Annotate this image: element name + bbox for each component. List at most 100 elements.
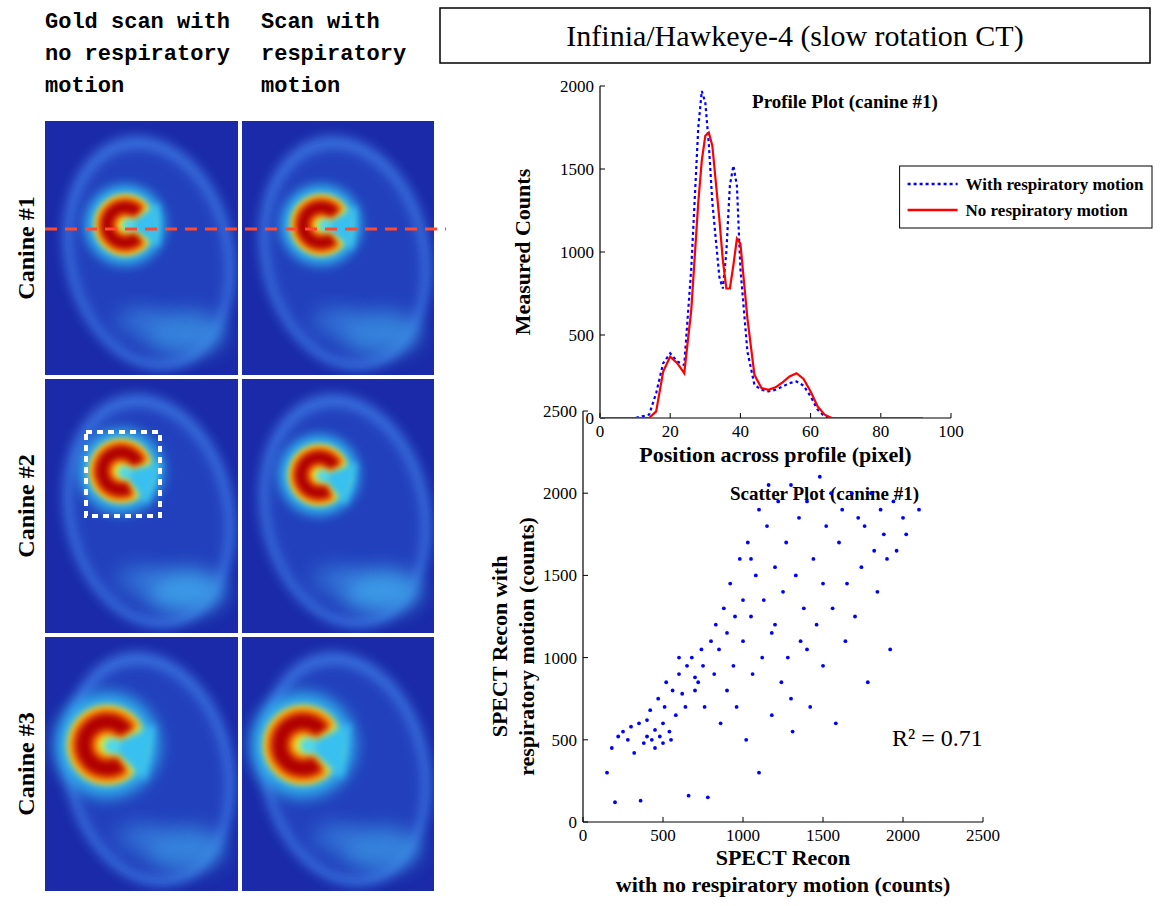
heart xyxy=(244,686,361,803)
scatter-point xyxy=(780,680,784,684)
scatter-point xyxy=(853,615,857,619)
y-tick-label: 1000 xyxy=(560,243,594,262)
scatter-point xyxy=(799,639,803,643)
scatter-point xyxy=(812,557,816,561)
scatter-point xyxy=(781,590,785,594)
organ-blob xyxy=(313,307,361,335)
scatter-point xyxy=(674,713,678,717)
body-inner xyxy=(52,392,238,633)
heart xyxy=(47,685,167,805)
organ-blob xyxy=(313,823,361,851)
image-content xyxy=(241,637,434,891)
scatter-point xyxy=(616,735,620,739)
scatter-point xyxy=(786,656,790,660)
organ-blob xyxy=(117,307,165,335)
heart xyxy=(85,185,165,265)
y-tick xyxy=(583,822,588,823)
scatter-point xyxy=(733,615,737,619)
scatter-point xyxy=(645,735,649,739)
x-axis-title: SPECT Recon xyxy=(716,845,851,870)
x-tick xyxy=(951,413,952,418)
x-tick xyxy=(670,413,671,418)
scatter-point xyxy=(741,598,745,602)
scatter-point xyxy=(642,741,646,745)
heart-wall-edge xyxy=(297,453,337,496)
body-inner xyxy=(248,392,434,633)
scatter-point xyxy=(677,672,681,676)
scatter-point xyxy=(784,541,788,545)
scatter-point xyxy=(751,672,755,676)
x-axis-title: with no respiratory motion (counts) xyxy=(616,872,950,897)
heart-wall-edge xyxy=(107,207,139,243)
x-axis-title: Position across profile (pixel) xyxy=(639,442,911,467)
profile-line-marker xyxy=(45,228,446,231)
x-tick xyxy=(810,413,811,418)
heart-wall-edge xyxy=(80,718,129,771)
points xyxy=(605,475,921,804)
heart-wall-edge xyxy=(277,719,324,771)
organ-blob xyxy=(117,823,165,851)
lines xyxy=(600,91,923,418)
scatter-point xyxy=(791,730,795,734)
scatter-point xyxy=(850,491,854,495)
scatter-point xyxy=(856,516,860,520)
scatter-point xyxy=(693,675,697,679)
scatter-point xyxy=(892,500,896,504)
x-tick-label: 60 xyxy=(802,422,819,441)
body-outline xyxy=(45,379,238,633)
scatter-point xyxy=(876,590,880,594)
axes: 0204060801000500100015002000Profile Plot… xyxy=(510,77,964,467)
scatter-point xyxy=(661,721,665,725)
body-outline xyxy=(45,121,238,375)
scatter-point xyxy=(728,582,732,586)
body-outline xyxy=(241,379,434,633)
spect-image xyxy=(241,121,434,375)
scatter-point xyxy=(632,751,636,755)
scatter-point xyxy=(749,557,753,561)
scatter-point xyxy=(671,689,675,693)
heart-wall xyxy=(80,718,128,771)
scatter-point xyxy=(797,516,801,520)
x-tick-label: 40 xyxy=(732,422,749,441)
organ-blob xyxy=(313,565,361,593)
scatter-point xyxy=(805,647,809,651)
legend-label: No respiratory motion xyxy=(966,201,1129,220)
scatter-point xyxy=(754,574,758,578)
scatter-point xyxy=(749,615,753,619)
body-inner xyxy=(52,134,238,375)
scatter-point xyxy=(668,730,672,734)
chart-title: Scatter Plot (canine #1) xyxy=(730,483,919,505)
heart xyxy=(278,182,365,269)
y-tick xyxy=(583,411,588,412)
scatter-point xyxy=(610,746,614,750)
heart-wall xyxy=(297,453,336,496)
grid-separator xyxy=(45,635,434,637)
scatter-point xyxy=(690,656,694,660)
scatter-point xyxy=(860,565,864,569)
scatter-point xyxy=(805,500,809,504)
scatter-point xyxy=(684,705,688,709)
scatter-point xyxy=(700,647,704,651)
heart-wall xyxy=(97,447,141,494)
scatter-point xyxy=(829,491,833,495)
x-tick-label: 2000 xyxy=(886,826,920,845)
heart-wall xyxy=(277,719,324,771)
y-tick-label: 0 xyxy=(569,813,578,832)
scatter-point xyxy=(709,639,713,643)
axes: 0500100015002000250005001000150020002500… xyxy=(487,402,1000,897)
heart-cavity xyxy=(117,464,133,480)
y-axis-title: SPECT Recon with xyxy=(487,556,512,738)
scatter-point xyxy=(693,689,697,693)
scatter-point xyxy=(821,664,825,668)
heart-glow xyxy=(85,185,165,265)
y-tick xyxy=(583,657,588,658)
x-tick xyxy=(823,817,824,822)
heart xyxy=(67,417,175,525)
scatter-point xyxy=(845,582,849,586)
scatter-point xyxy=(714,623,718,627)
y-tick xyxy=(583,493,588,494)
y-tick-label: 1500 xyxy=(560,160,594,179)
y-tick xyxy=(583,575,588,576)
scatter-point xyxy=(872,549,876,553)
scatter-point xyxy=(680,692,684,696)
